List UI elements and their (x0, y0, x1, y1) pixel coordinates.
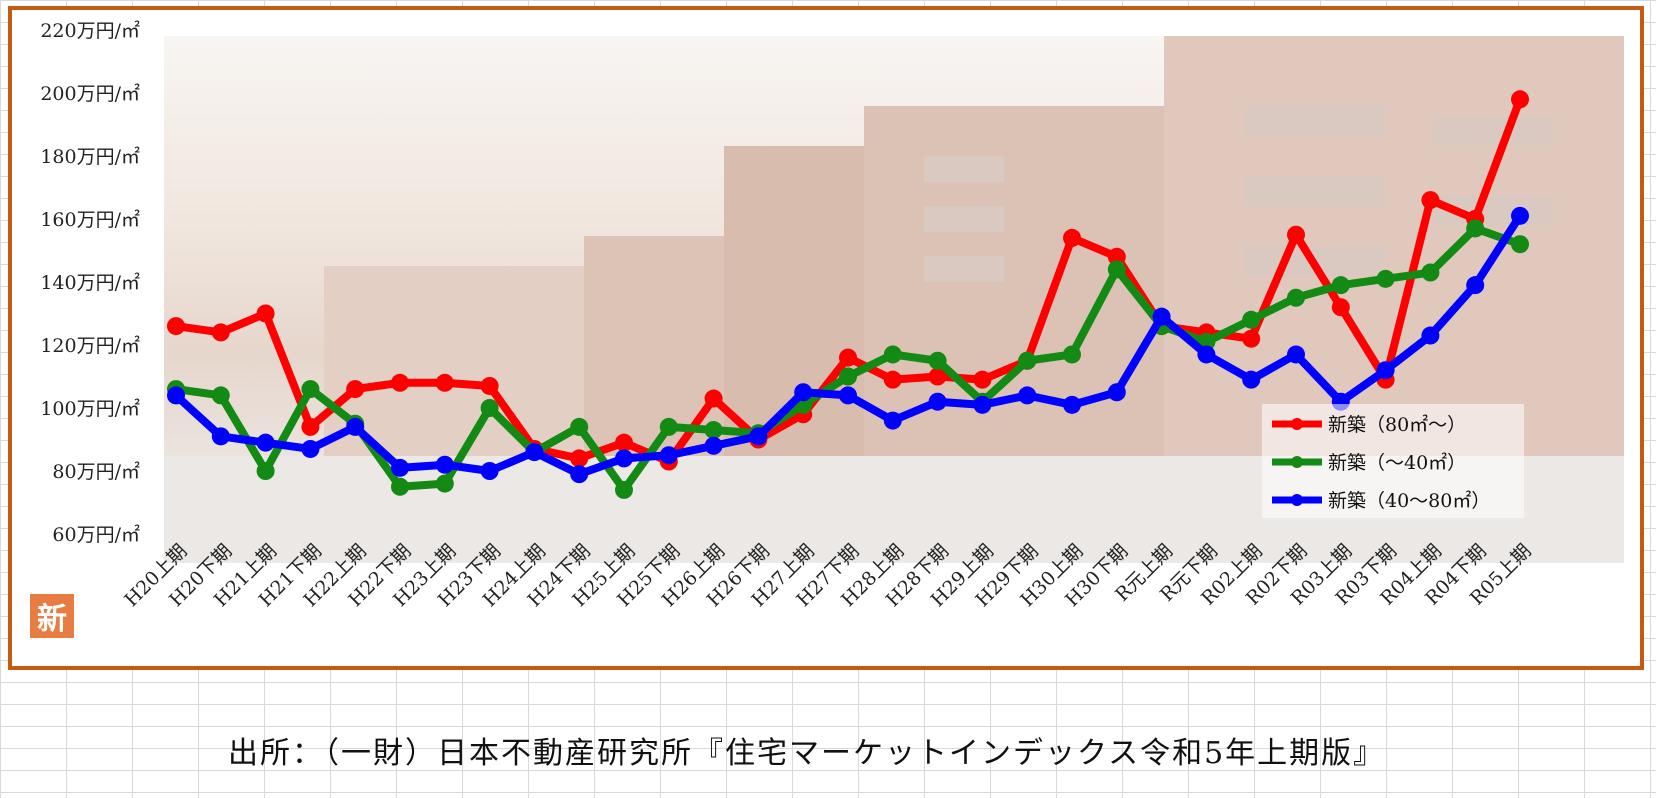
data-point (1152, 307, 1171, 326)
data-point (525, 443, 544, 462)
y-tick-label: 60万円/㎡ (52, 523, 140, 546)
data-point (391, 477, 409, 496)
data-point (1421, 326, 1440, 345)
y-tick-label: 160万円/㎡ (40, 208, 140, 231)
data-point (1331, 276, 1350, 295)
legend-label: 新築（40～80㎡） (1328, 489, 1490, 512)
data-point (1107, 383, 1126, 402)
data-point (1376, 361, 1395, 380)
data-point (1063, 345, 1081, 364)
data-point (346, 417, 365, 436)
data-point (1018, 351, 1037, 370)
data-point (1242, 370, 1261, 389)
data-point (1063, 228, 1081, 247)
data-point (480, 376, 499, 395)
data-point (211, 386, 230, 405)
data-point (391, 373, 409, 392)
y-tick-label: 220万円/㎡ (40, 19, 140, 42)
data-point (883, 345, 902, 364)
data-point (704, 436, 723, 455)
data-point (167, 386, 185, 405)
data-point (659, 417, 678, 436)
legend-label: 新築（80㎡～） (1328, 413, 1466, 436)
data-point (1107, 247, 1126, 266)
data-point (615, 449, 633, 468)
data-point (391, 458, 409, 477)
data-point (973, 370, 992, 389)
data-point (435, 373, 454, 392)
y-tick-label: 80万円/㎡ (52, 460, 140, 483)
x-axis: H20上期H20下期H21上期H21下期H22上期H22下期H23上期H23下期… (120, 540, 1535, 611)
data-point (1107, 260, 1126, 279)
series-layer (167, 90, 1529, 499)
data-point (301, 380, 320, 399)
y-axis: 60万円/㎡ 80万円/㎡ 100万円/㎡ 120万円/㎡ 140万円/㎡ 160万円/㎡… (40, 19, 140, 546)
data-point (1197, 345, 1216, 364)
data-point (211, 427, 230, 446)
data-point (570, 449, 589, 468)
y-tick-label: 140万円/㎡ (40, 271, 140, 294)
data-point (1287, 225, 1305, 244)
data-point (928, 351, 947, 370)
data-point (346, 380, 365, 399)
data-point (1287, 288, 1305, 307)
data-point (570, 417, 589, 436)
data-point (480, 399, 499, 417)
data-point (435, 474, 454, 493)
data-point (1018, 386, 1037, 405)
data-point (1063, 395, 1081, 414)
y-tick-label: 180万円/㎡ (40, 145, 140, 168)
data-point (1511, 90, 1529, 109)
data-point (973, 395, 992, 414)
y-tick-label: 120万円/㎡ (40, 334, 140, 357)
data-point (301, 417, 320, 436)
legend-swatch-marker (1291, 456, 1303, 468)
data-point (704, 421, 723, 440)
data-point (1376, 269, 1395, 288)
data-point (1421, 191, 1440, 210)
data-point (1242, 310, 1261, 329)
data-point (1466, 219, 1485, 238)
data-point (435, 455, 454, 474)
data-point (883, 411, 902, 430)
legend-swatch-marker (1291, 418, 1303, 430)
data-point (928, 392, 947, 411)
y-tick-label: 200万円/㎡ (40, 82, 140, 105)
legend-label: 新築（～40㎡） (1328, 451, 1466, 474)
series-1 (167, 90, 1529, 471)
data-point (256, 433, 275, 452)
data-point (1242, 329, 1261, 348)
data-point (1287, 345, 1305, 364)
data-point (883, 370, 902, 389)
data-point (1331, 298, 1350, 317)
data-point (659, 446, 678, 465)
data-point (1511, 235, 1529, 254)
data-point (615, 480, 633, 499)
y-tick-label: 100万円/㎡ (40, 397, 140, 420)
data-point (839, 367, 857, 386)
data-point (1421, 263, 1440, 282)
data-point (749, 427, 768, 446)
data-point (615, 433, 633, 452)
new-build-badge: 新 (30, 594, 74, 638)
data-point (928, 367, 947, 386)
data-point (480, 462, 499, 480)
data-point (1511, 206, 1529, 225)
source-caption: 出所：（一財）日本不動産研究所『住宅マーケットインデックス令和5年上期版』 (228, 736, 1386, 771)
legend-swatch-marker (1291, 494, 1303, 506)
legend: 新築（80㎡～） 新築（～40㎡） 新築（40～80㎡） (1262, 404, 1524, 518)
data-point (570, 465, 589, 484)
data-point (211, 323, 230, 342)
data-point (256, 462, 275, 480)
data-point (794, 383, 813, 402)
data-point (1466, 276, 1485, 295)
data-point (839, 348, 857, 367)
data-point (704, 389, 723, 408)
data-point (839, 386, 857, 405)
data-point (256, 304, 275, 323)
data-point (167, 317, 185, 336)
data-point (301, 439, 320, 458)
